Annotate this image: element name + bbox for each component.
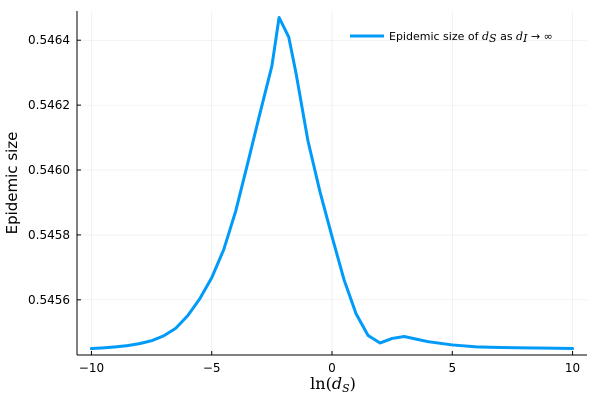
x-axis-label-sub: S (342, 382, 350, 395)
grid-lines (77, 11, 587, 355)
y-axis-label: Epidemic size (3, 132, 21, 235)
legend-sub2: I (522, 32, 528, 45)
x-axis-label: ln(dS) (310, 374, 356, 395)
x-tick-label: 5 (448, 361, 456, 375)
tick-marks (77, 39, 574, 355)
y-tick-label: 0.5462 (28, 98, 70, 112)
legend-var2: d (516, 30, 523, 43)
legend: Epidemic size of dS as dI → ∞ (350, 30, 553, 45)
legend-sub1: S (489, 32, 497, 45)
legend-prefix: Epidemic size of (389, 30, 482, 43)
y-tick-label: 0.5456 (28, 293, 70, 307)
x-tick-label: 10 (565, 361, 580, 375)
legend-middle: as (497, 30, 516, 43)
x-axis-label-close: ) (350, 374, 356, 393)
y-tick-label: 0.5464 (28, 33, 70, 47)
legend-var1: d (482, 30, 489, 43)
y-tick-label: 0.5460 (28, 163, 70, 177)
x-tick-label: −10 (79, 361, 104, 375)
series-line (89, 15, 575, 351)
x-tick-label: −5 (203, 361, 221, 375)
legend-suffix: → ∞ (527, 30, 552, 43)
legend-entry: Epidemic size of dS as dI → ∞ (389, 30, 553, 45)
tick-labels: −10 −5 0 5 10 0.5456 0.5458 0.5460 0.5462 0.5464 (28, 33, 580, 375)
x-tick-label: 0 (328, 361, 336, 375)
series-layer (89, 15, 575, 351)
y-tick-label: 0.5458 (28, 228, 70, 242)
x-axis-label-fn: ln( (310, 374, 332, 393)
x-axis-label-var: d (332, 374, 342, 393)
